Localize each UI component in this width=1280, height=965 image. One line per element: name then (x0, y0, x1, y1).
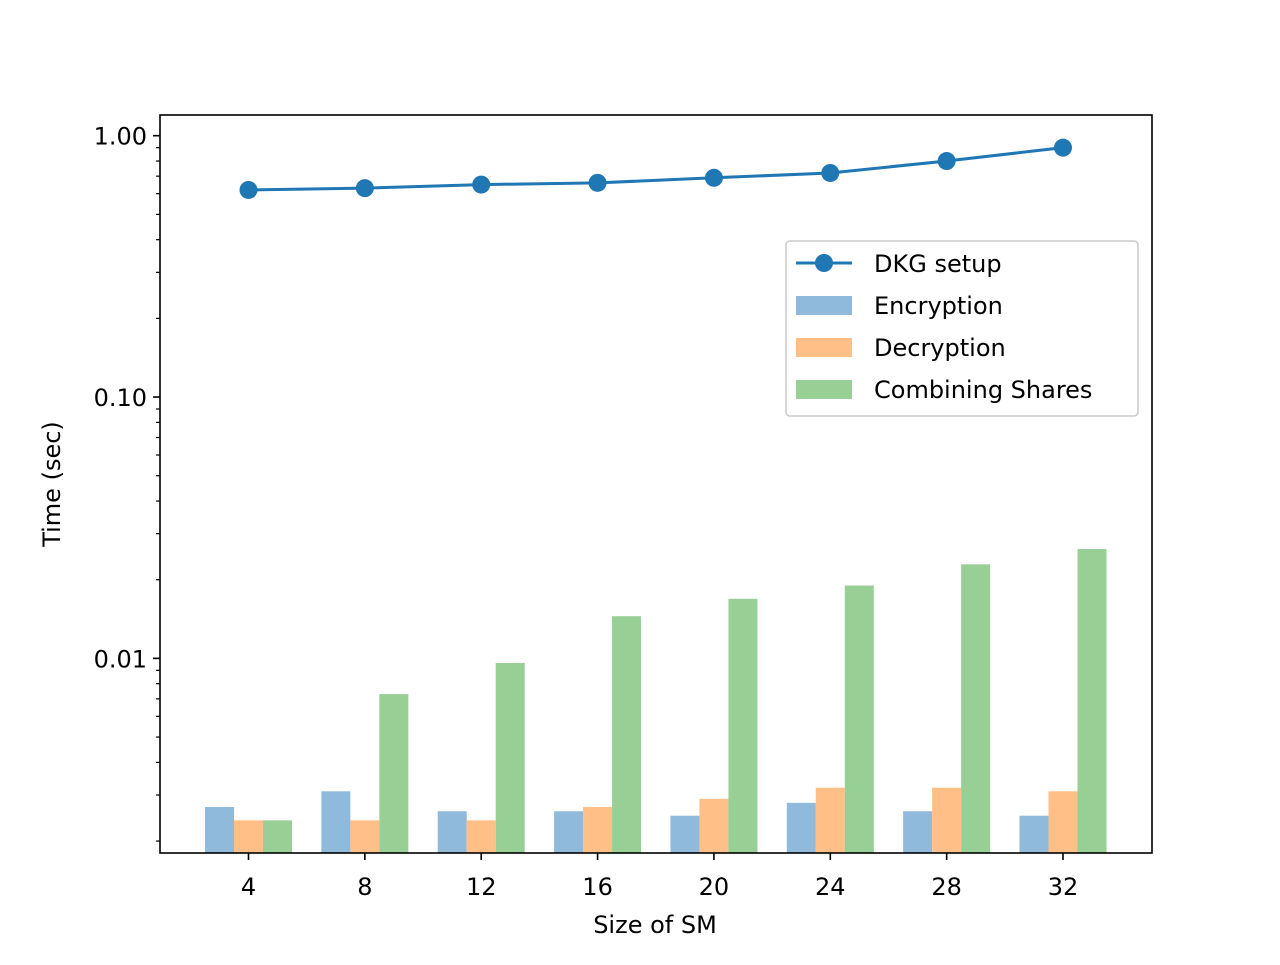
bars-layer (205, 549, 1107, 853)
bar-decryption-8 (350, 820, 380, 853)
x-tick-label-8: 8 (357, 873, 372, 901)
legend-swatch-decryption (796, 338, 852, 357)
point-dkg-setup-24 (821, 163, 840, 182)
line-layer (239, 138, 1072, 199)
bar-decryption-4 (234, 820, 263, 853)
point-dkg-setup-16 (588, 173, 607, 192)
point-dkg-setup-8 (355, 179, 374, 198)
bar-encryption-28 (903, 811, 933, 853)
line-dkg-setup (248, 146, 1064, 192)
point-dkg-setup-20 (704, 168, 723, 187)
legend-marker-dkg-setup (815, 254, 833, 272)
bar-decryption-32 (1048, 791, 1078, 853)
bar-combining-shares-8 (379, 694, 409, 853)
y-tick-label-0.01: 0.01 (94, 645, 147, 673)
legend-label-decryption: Decryption (874, 334, 1006, 362)
bar-encryption-24 (786, 802, 816, 853)
plot-frame (159, 114, 1153, 854)
legend-label-dkg-setup: DKG setup (874, 250, 1002, 278)
legend-swatch-encryption (796, 296, 852, 315)
legend: DKG setup Encryption Decryption Combining S… (785, 240, 1139, 417)
point-dkg-setup-4 (239, 180, 258, 199)
x-tick-label-4: 4 (241, 873, 256, 901)
x-tick-label-32: 32 (1048, 873, 1079, 901)
bar-decryption-16 (583, 806, 613, 853)
x-tick-label-24: 24 (815, 873, 846, 901)
bar-decryption-12 (466, 820, 496, 853)
bar-combining-shares-32 (1077, 549, 1107, 853)
legend-box (785, 240, 1139, 417)
y-axis-title: Time (sec) (38, 421, 66, 548)
y-tick-label-0.10: 0.10 (94, 384, 147, 412)
bar-encryption-12 (437, 811, 467, 853)
bar-combining-shares-12 (495, 663, 525, 853)
legend-swatch-combining-shares (796, 380, 852, 399)
point-dkg-setup-28 (937, 152, 956, 171)
x-tick-label-28: 28 (931, 873, 962, 901)
y-tick-label-1.00: 1.00 (94, 123, 147, 151)
axes-layer: 4 8 12 16 20 24 28 32 0.01 0.10 1.00 (94, 114, 1153, 901)
bar-encryption-8 (321, 791, 351, 853)
bar-combining-shares-28 (961, 564, 991, 853)
bar-encryption-20 (670, 815, 700, 853)
x-axis-title: Size of SM (593, 911, 717, 939)
x-tick-label-20: 20 (699, 873, 730, 901)
legend-label-encryption: Encryption (874, 292, 1003, 320)
x-tick-label-16: 16 (582, 873, 613, 901)
bar-encryption-4 (205, 806, 234, 853)
bar-encryption-32 (1019, 815, 1049, 853)
legend-label-combining-shares: Combining Shares (874, 376, 1092, 404)
bar-decryption-20 (699, 798, 729, 853)
bar-combining-shares-4 (263, 820, 292, 853)
bar-decryption-28 (932, 787, 962, 853)
bar-combining-shares-16 (612, 616, 642, 853)
bar-combining-shares-24 (844, 585, 874, 853)
point-dkg-setup-12 (472, 175, 491, 194)
bar-combining-shares-20 (728, 598, 758, 853)
point-dkg-setup-32 (1054, 138, 1072, 157)
bar-decryption-24 (815, 787, 845, 853)
x-tick-label-12: 12 (466, 873, 497, 901)
bar-encryption-16 (554, 811, 584, 853)
